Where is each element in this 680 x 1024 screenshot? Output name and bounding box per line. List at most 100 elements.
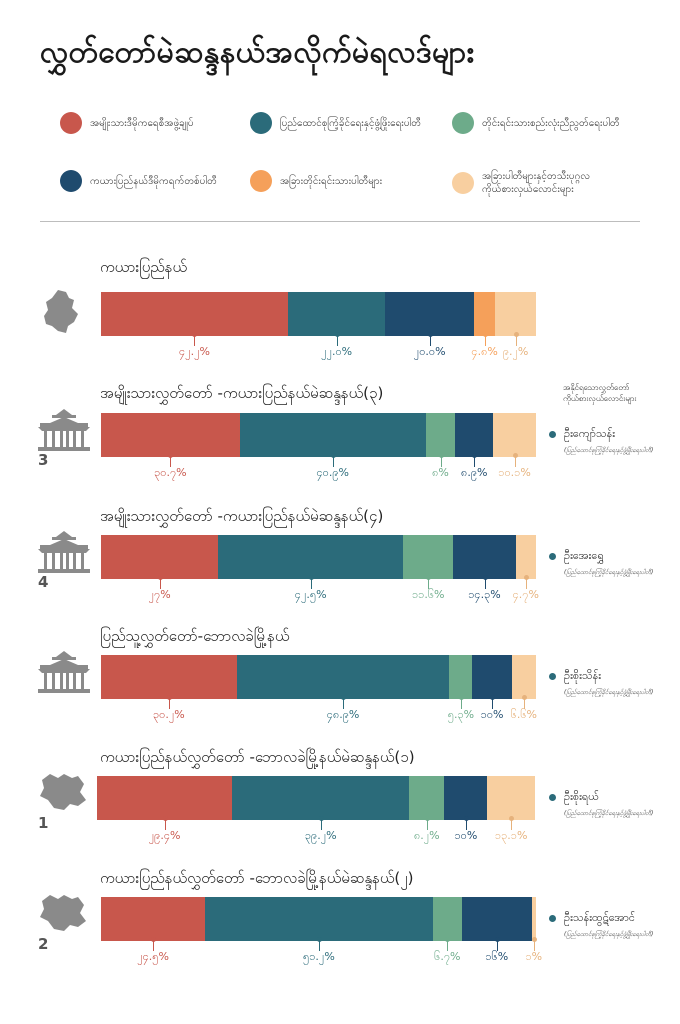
value-label: ၃၀.၂% (152, 708, 185, 721)
legend-swatch (250, 112, 272, 134)
value-tick (310, 579, 312, 589)
bar-segment-nld (101, 655, 237, 699)
constituency-section: အမျိုးသားလွှတ်တော် -ကယားပြည်နယ်မဲဆန္ဒနယ်… (0, 507, 680, 617)
value-tick (153, 941, 155, 951)
constituency-number: 3 (38, 451, 49, 469)
value-tick (484, 336, 486, 346)
value-tick (514, 457, 516, 467)
value-dot (482, 575, 488, 580)
constituency-section: ကယားပြည်နယ် ၄၂.၂% ၂၂.၀% ၂၀.၀% ၄.၈% ၉.၂% (0, 258, 680, 368)
value-dot (427, 332, 433, 337)
value-dot (316, 937, 322, 942)
stacked-bar (101, 413, 536, 457)
value-label: ၉.၂% (502, 345, 529, 358)
page-title: လွှတ်တော်မဲဆန္ဒနယ်အလိုက်မဲရလဒ်များ (40, 35, 475, 70)
bar-segment-ethnic_uni (425, 413, 456, 457)
value-dot (490, 695, 496, 700)
value-label: ၄.၇% (512, 588, 539, 601)
state-map-icon (36, 286, 96, 348)
value-tick (533, 941, 535, 951)
winner-entry: ဦးအေးရွှေ (ပြည်ထောင်စုကြံ့ခိုင်ရေးနှင့်ဖွ… (549, 549, 653, 577)
winner-party: (ပြည်ထောင်စုကြံ့ခိုင်ရေးနှင့်ဖွံ့ဖြိုးရေ… (564, 931, 654, 938)
value-tick (465, 820, 467, 830)
value-dot (426, 575, 432, 580)
value-label: ၆.၆% (510, 708, 537, 721)
value-tick (318, 941, 320, 951)
winner-entry: ဦးစိုးရယ် (ပြည်ထောင်စုကြံ့ခိုင်ရေးနှင့်ဖွ… (549, 790, 653, 818)
parliament-building-icon: 4 (36, 529, 96, 591)
value-label: ၄၂.၅% (294, 588, 327, 601)
constituency-title: ကယားပြည်နယ်လွှတ်တော် -ဘောလခဲမြို့နယ်မဲဆန… (100, 748, 415, 766)
value-label: ၁၆% (485, 950, 509, 963)
value-dot (445, 937, 451, 942)
value-label: ၁၃.၁% (494, 829, 528, 842)
value-dot (151, 937, 157, 942)
value-dot (509, 816, 515, 821)
legend-label: တိုင်းရင်းသားစည်းလုံးညီညွတ်ရေးပါတီ (482, 117, 620, 129)
value-label: ၂၀.၀% (413, 345, 446, 358)
legend-swatch (60, 112, 82, 134)
winner-party: (ပြည်ထောင်စုကြံ့ခိုင်ရေးနှင့်ဖွံ့ဖြိုးရေ… (564, 810, 654, 817)
winner-name: ဦးအေးရွှေ (564, 549, 604, 562)
bar-segment-ethnic_uni (432, 897, 462, 941)
value-label: ၁၀.၁% (498, 466, 531, 479)
constituency-section: ကယားပြည်နယ်လွှတ်တော် -ဘောလခဲမြို့နယ်မဲဆန… (0, 869, 680, 979)
value-tick (440, 457, 442, 467)
stacked-bar (101, 292, 536, 336)
constituency-number: 4 (38, 573, 49, 591)
constituency-section: အမျိုးသားလွှတ်တော် -ကယားပြည်နယ်မဲဆန္ဒနယ်… (0, 384, 680, 494)
bar-segment-kayah_state (444, 776, 488, 820)
value-label: ၈.၉% (461, 466, 488, 479)
parliament-building-icon: 3 (36, 407, 96, 469)
bar-segment-others (493, 413, 536, 457)
legend-swatch (452, 112, 474, 134)
value-dot (512, 453, 518, 458)
stacked-bar (97, 776, 535, 820)
stacked-bar (101, 655, 536, 699)
bar-segment-ethnic_uni (409, 776, 445, 820)
constituency-section: ကယားပြည်နယ်လွှတ်တော် -ဘောလခဲမြို့နယ်မဲဆန… (0, 748, 680, 858)
value-tick (194, 336, 196, 346)
value-dot (308, 575, 314, 580)
winner-party: (ပြည်ထောင်စုကြံ့ခိုင်ရေးနှင့်ဖွံ့ဖြိုးရေ… (564, 689, 654, 696)
township-map-icon: 1 (36, 770, 96, 832)
bar-segment-usdp (232, 776, 410, 820)
winner-name: ဦးကျော်သန်း (564, 427, 616, 440)
legend-item-usdp: ပြည်ထောင်စုကြံ့ခိုင်ရေးနှင့်ဖွံ့ဖြိုးရေး… (250, 112, 421, 134)
value-tick (320, 820, 322, 830)
stacked-bar (101, 535, 536, 579)
value-tick (447, 941, 449, 951)
value-label: ၈.၂% (413, 829, 440, 842)
value-label: ၄၂.၂% (178, 345, 210, 358)
value-tick (496, 941, 498, 951)
winner-name: ဦးစိုးသိန်း (564, 669, 601, 682)
winner-dot (549, 553, 556, 560)
legend-item-other_ethnic: အခြားတိုင်းရင်းသားပါတီများ (250, 170, 382, 192)
parliament-building-icon (36, 649, 96, 711)
value-tick (428, 579, 430, 589)
bar-segment-ethnic_uni (449, 655, 473, 699)
bar-segment-others (495, 292, 536, 336)
value-tick (474, 457, 476, 467)
winner-party: (ပြည်ထောင်စုကြံ့ခိုင်ရေးနှင့်ဖွံ့ဖြိုးရေ… (564, 447, 654, 454)
value-dot (341, 695, 347, 700)
value-dot (424, 816, 430, 821)
value-tick (343, 699, 345, 709)
value-dot (513, 332, 519, 337)
value-label: ၂၇% (148, 588, 171, 601)
value-tick (429, 336, 431, 346)
value-dot (458, 695, 464, 700)
bar-segment-other_ethnic (473, 292, 496, 336)
winner-name: ဦးသန်းထွဋ်အောင် (564, 911, 636, 924)
bar-segment-nld (101, 292, 288, 336)
value-label: ၂၄.၅% (137, 950, 169, 963)
legend-swatch (452, 172, 474, 194)
constituency-section: ပြည်သူ့လွှတ်တော်-ဘောလခဲမြို့နယ် ၃၀.၂% ၄၈.၉… (0, 627, 680, 737)
legend-swatch (60, 170, 82, 192)
bar-segment-others (487, 776, 535, 820)
value-tick (426, 820, 428, 830)
value-label: ၂၂.၀% (321, 345, 353, 358)
value-label: ၄၀.၉% (316, 466, 349, 479)
winner-dot (549, 431, 556, 438)
value-tick (484, 579, 486, 589)
